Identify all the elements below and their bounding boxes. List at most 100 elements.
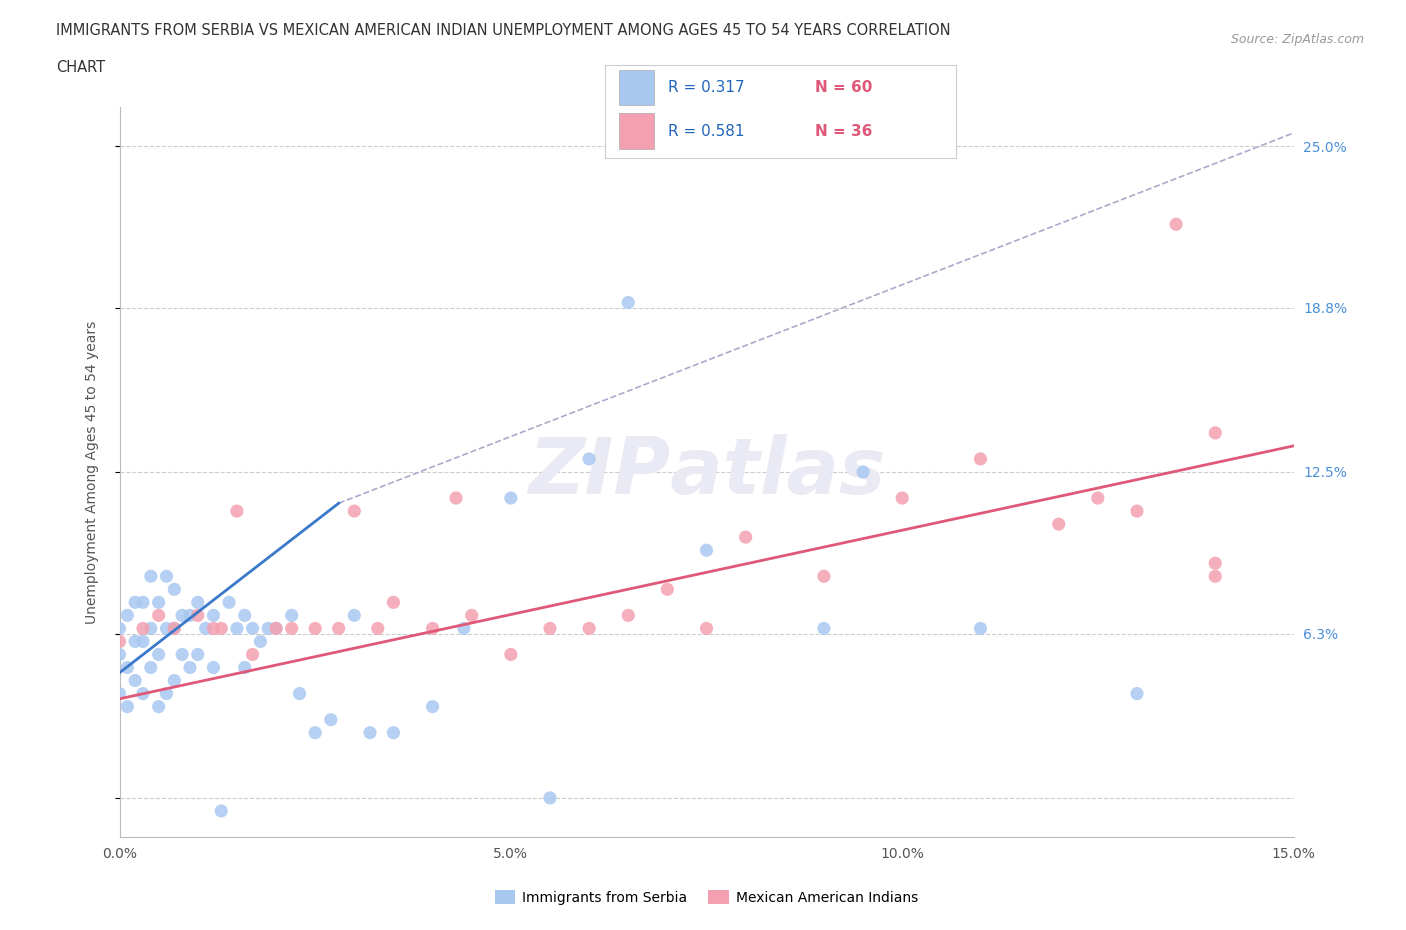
Point — [453, 621, 475, 636]
Point — [225, 504, 249, 519]
Point — [359, 725, 381, 740]
Point — [319, 712, 342, 727]
Text: Source: ZipAtlas.com: Source: ZipAtlas.com — [1230, 33, 1364, 46]
Text: N = 36: N = 36 — [815, 124, 873, 139]
Point — [257, 621, 280, 636]
Point — [578, 451, 600, 466]
Point — [117, 660, 139, 675]
Text: IMMIGRANTS FROM SERBIA VS MEXICAN AMERICAN INDIAN UNEMPLOYMENT AMONG AGES 45 TO : IMMIGRANTS FROM SERBIA VS MEXICAN AMERIC… — [56, 23, 950, 38]
Point — [108, 621, 131, 636]
Point — [734, 530, 756, 545]
Point — [304, 725, 326, 740]
Point — [1087, 491, 1109, 506]
Point — [382, 595, 405, 610]
Point — [202, 608, 225, 623]
Point — [1204, 556, 1226, 571]
Point — [163, 582, 186, 597]
Point — [696, 621, 718, 636]
Point — [202, 621, 225, 636]
Point — [117, 608, 139, 623]
Point — [852, 465, 875, 480]
Bar — [619, 113, 654, 149]
Point — [1204, 569, 1226, 584]
Point — [617, 295, 640, 310]
Point — [969, 621, 991, 636]
Point — [343, 608, 366, 623]
Point — [163, 673, 186, 688]
Point — [225, 621, 249, 636]
Text: ZIP​atlas: ZIP​atlas — [527, 434, 886, 510]
Point — [264, 621, 287, 636]
Point — [264, 621, 287, 636]
Point — [108, 647, 131, 662]
Point — [209, 621, 232, 636]
Point — [1126, 686, 1149, 701]
Point — [163, 621, 186, 636]
Point — [460, 608, 484, 623]
Point — [969, 451, 991, 466]
Point — [1126, 504, 1149, 519]
Point — [813, 569, 835, 584]
Point — [124, 634, 146, 649]
Point — [499, 647, 522, 662]
Point — [233, 608, 256, 623]
Point — [218, 595, 240, 610]
Point — [422, 699, 444, 714]
Point — [139, 660, 162, 675]
Point — [194, 621, 217, 636]
Point — [124, 595, 146, 610]
Y-axis label: Unemployment Among Ages 45 to 54 years: Unemployment Among Ages 45 to 54 years — [84, 320, 98, 624]
Point — [538, 621, 561, 636]
Point — [132, 621, 155, 636]
Point — [422, 621, 444, 636]
Point — [202, 660, 225, 675]
Point — [242, 621, 264, 636]
Point — [108, 686, 131, 701]
Point — [813, 621, 835, 636]
Point — [187, 647, 209, 662]
Point — [187, 608, 209, 623]
Point — [499, 491, 522, 506]
Point — [155, 621, 177, 636]
Point — [280, 621, 302, 636]
Point — [124, 673, 146, 688]
Point — [187, 595, 209, 610]
Point — [163, 621, 186, 636]
Point — [617, 608, 640, 623]
Point — [179, 660, 201, 675]
Point — [148, 608, 170, 623]
Text: N = 60: N = 60 — [815, 80, 873, 95]
Text: R = 0.581: R = 0.581 — [668, 124, 744, 139]
Point — [117, 699, 139, 714]
Point — [288, 686, 311, 701]
Point — [155, 686, 177, 701]
Point — [172, 647, 194, 662]
Point — [367, 621, 389, 636]
Text: R = 0.317: R = 0.317 — [668, 80, 744, 95]
Point — [696, 543, 718, 558]
Point — [209, 804, 232, 818]
Point — [280, 608, 302, 623]
Point — [139, 621, 162, 636]
Point — [304, 621, 326, 636]
Point — [249, 634, 271, 649]
Point — [148, 647, 170, 662]
Point — [382, 725, 405, 740]
Point — [172, 608, 194, 623]
Point — [328, 621, 350, 636]
Point — [132, 595, 155, 610]
Point — [132, 686, 155, 701]
Point — [578, 621, 600, 636]
Point — [444, 491, 467, 506]
Text: CHART: CHART — [56, 60, 105, 75]
Legend: Immigrants from Serbia, Mexican American Indians: Immigrants from Serbia, Mexican American… — [489, 884, 924, 910]
Point — [343, 504, 366, 519]
Point — [1204, 425, 1226, 440]
Point — [891, 491, 914, 506]
Point — [148, 595, 170, 610]
Point — [155, 569, 177, 584]
Point — [1047, 517, 1070, 532]
Point — [108, 634, 131, 649]
Point — [657, 582, 679, 597]
Bar — [619, 70, 654, 105]
